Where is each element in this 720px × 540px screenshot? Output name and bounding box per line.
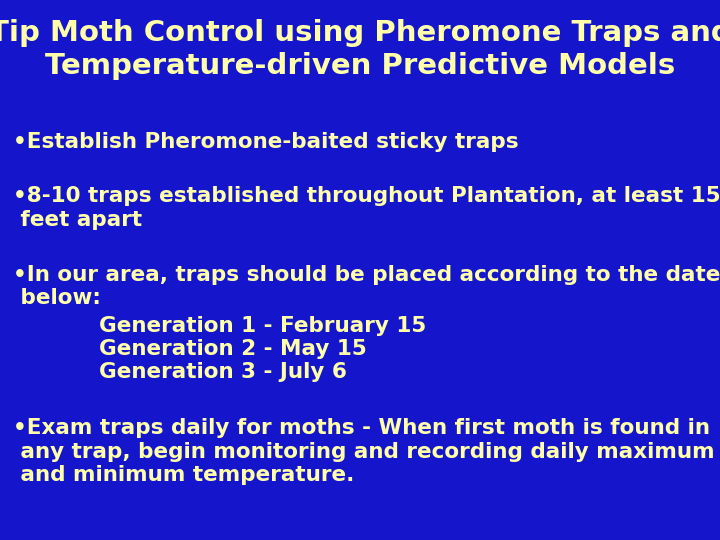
Text: Generation 1 - February 15: Generation 1 - February 15 <box>99 316 427 336</box>
Text: and minimum temperature.: and minimum temperature. <box>13 465 354 485</box>
Text: •Exam traps daily for moths - When first moth is found in: •Exam traps daily for moths - When first… <box>13 418 710 438</box>
Text: Generation 3 - July 6: Generation 3 - July 6 <box>99 362 347 382</box>
Text: any trap, begin monitoring and recording daily maximum: any trap, begin monitoring and recording… <box>13 442 714 462</box>
Text: •Establish Pheromone-baited sticky traps: •Establish Pheromone-baited sticky traps <box>13 132 518 152</box>
Text: Tip Moth Control using Pheromone Traps and
Temperature-driven Predictive Models: Tip Moth Control using Pheromone Traps a… <box>0 19 720 80</box>
Text: •In our area, traps should be placed according to the dates: •In our area, traps should be placed acc… <box>13 265 720 285</box>
Text: below:: below: <box>13 288 101 308</box>
Text: feet apart: feet apart <box>13 210 142 230</box>
Text: Generation 2 - May 15: Generation 2 - May 15 <box>99 339 367 359</box>
Text: •8-10 traps established throughout Plantation, at least 15: •8-10 traps established throughout Plant… <box>13 186 720 206</box>
